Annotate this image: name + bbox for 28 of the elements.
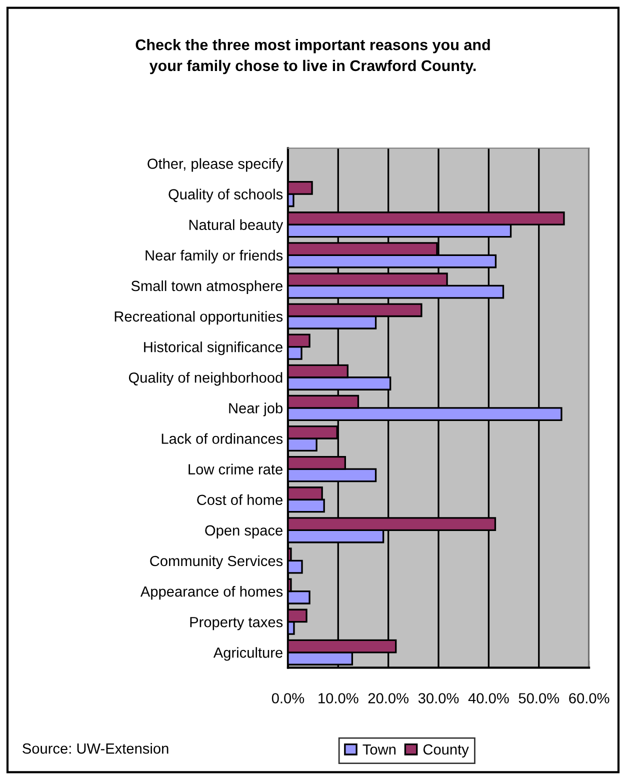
y-tick-label: Community Services bbox=[150, 555, 283, 570]
y-tick-label: Recreational opportunities bbox=[114, 310, 283, 325]
x-tick-label: 0.0% bbox=[272, 693, 304, 704]
y-tick-label: Low crime rate bbox=[188, 464, 282, 474]
y-tick-label: Property taxes bbox=[190, 617, 283, 630]
y-tick-label: Agriculture bbox=[213, 647, 282, 661]
y-tick-label: Lack of ordinances bbox=[162, 433, 283, 444]
legend-label: County bbox=[423, 744, 469, 758]
source-note: Source: UW-Extension bbox=[22, 743, 168, 754]
y-tick-label: Near family or friends bbox=[146, 250, 283, 264]
y-tick-label: Cost of home bbox=[197, 494, 282, 506]
x-tick-label: 20.0% bbox=[368, 693, 408, 704]
y-tick-label: Historical significance bbox=[144, 342, 282, 356]
y-tick-label: Near job bbox=[229, 402, 282, 416]
x-tick-label: 10.0% bbox=[318, 693, 358, 704]
x-tick-label: 30.0% bbox=[418, 693, 459, 704]
x-tick-label: 50.0% bbox=[518, 693, 560, 704]
y-tick-label: Small town atmosphere bbox=[131, 280, 282, 294]
y-tick-label: Quality of schools bbox=[168, 188, 283, 202]
y-tick-label: Natural beauty bbox=[189, 219, 284, 233]
y-tick-label: Open space bbox=[205, 525, 282, 538]
legend-label: Town bbox=[362, 744, 396, 755]
x-tick-label: 40.0% bbox=[468, 693, 509, 704]
y-tick-label: Other, please specify bbox=[148, 158, 284, 172]
chart-title: Check the three most important reasons you and your family chose to live in Crawford County. bbox=[136, 39, 490, 74]
y-tick-label: Appearance of homes bbox=[140, 586, 283, 600]
y-tick-label: Quality of neighborhood bbox=[128, 372, 282, 386]
x-tick-label: 60.0% bbox=[569, 693, 610, 704]
